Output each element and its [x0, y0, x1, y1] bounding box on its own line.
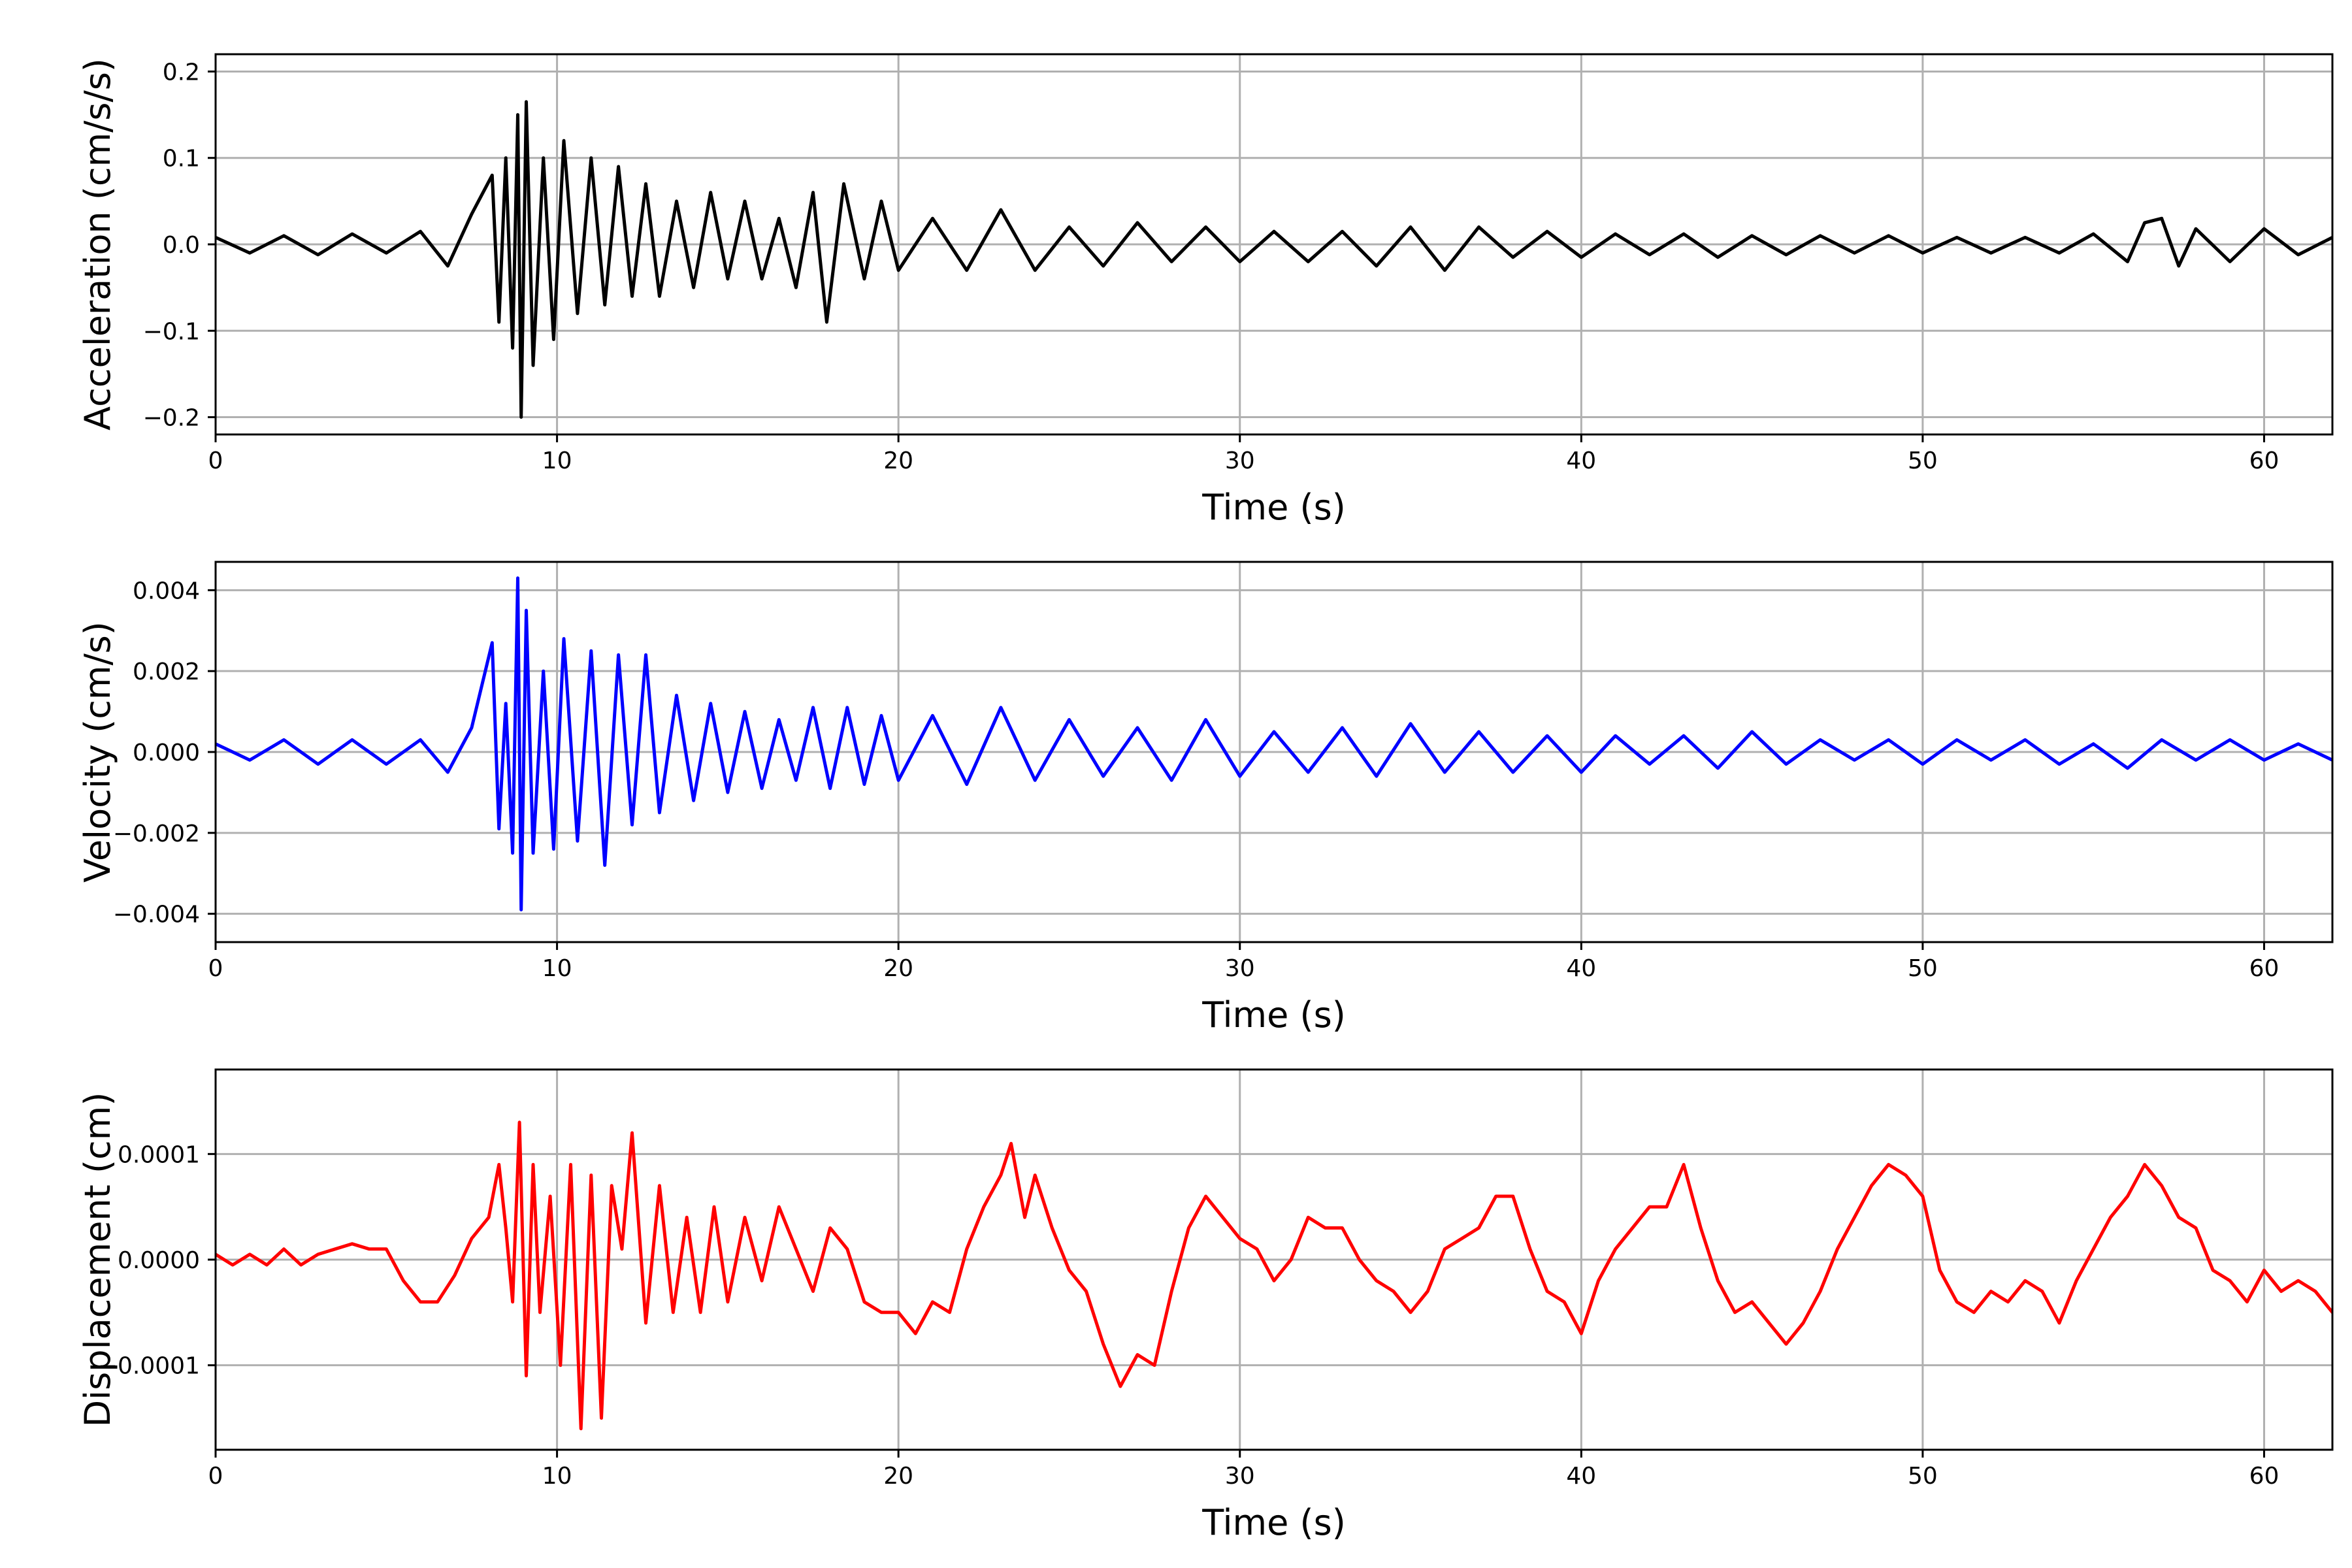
- acceleration-y-tick-label: 0.1: [163, 146, 200, 172]
- acceleration-y-tick-label: −0.1: [143, 318, 200, 345]
- displacement-x-tick-label: 20: [883, 1463, 913, 1490]
- acceleration-x-tick-label: 40: [1566, 448, 1596, 474]
- velocity-y-axis-label: Velocity (cm/s): [77, 621, 118, 883]
- velocity-y-tick-label: −0.002: [113, 821, 200, 847]
- displacement-x-tick-label: 0: [208, 1463, 223, 1490]
- velocity-x-tick-label: 10: [542, 955, 572, 982]
- acceleration-x-tick-label: 50: [1908, 448, 1938, 474]
- acceleration-y-tick-label: 0.2: [163, 59, 200, 86]
- velocity-panel: 0 10 20 30 40 50 60 −0.004 −0.002 0.000 0.002 0.004…: [77, 561, 2334, 1036]
- displacement-x-tick-label: 30: [1225, 1463, 1255, 1490]
- displacement-x-axis-label: Time (s): [1201, 1502, 1346, 1543]
- displacement-y-tick-label: −0.0001: [98, 1353, 200, 1380]
- acceleration-y-axis-label: Acceleration (cm/s/s): [77, 58, 118, 431]
- velocity-x-tick-label: 60: [2249, 955, 2279, 982]
- displacement-x-tick-label: 60: [2249, 1463, 2279, 1490]
- velocity-y-tick-label: 0.004: [133, 578, 200, 604]
- velocity-x-tick-label: 50: [1908, 955, 1938, 982]
- acceleration-x-tick-label: 10: [542, 448, 572, 474]
- displacement-x-tick-label: 40: [1566, 1463, 1596, 1490]
- displacement-y-axis-label: Displacement (cm): [77, 1092, 118, 1428]
- acceleration-ticks: 0 10 20 30 40 50 60 −0.2 −0.1 0.0 0.1 0.2: [143, 59, 2279, 474]
- velocity-x-tick-label: 20: [883, 955, 913, 982]
- velocity-x-axis-label: Time (s): [1201, 994, 1346, 1036]
- velocity-y-tick-label: −0.004: [113, 902, 200, 928]
- acceleration-x-tick-label: 0: [208, 448, 223, 474]
- acceleration-x-axis-label: Time (s): [1201, 487, 1346, 528]
- displacement-trace-group: [216, 1120, 2332, 1431]
- velocity-ticks: 0 10 20 30 40 50 60 −0.004 −0.002 0.000 0.002 0.004: [113, 578, 2279, 982]
- velocity-y-tick-label: 0.000: [133, 740, 200, 766]
- acceleration-series-line: [216, 100, 2332, 419]
- acceleration-trace-group: [216, 100, 2332, 419]
- displacement-x-tick-label: 10: [542, 1463, 572, 1490]
- displacement-x-tick-label: 50: [1908, 1463, 1938, 1490]
- acceleration-y-tick-label: −0.2: [143, 405, 200, 432]
- velocity-trace-group: [216, 576, 2332, 911]
- velocity-series-line: [216, 576, 2332, 911]
- velocity-x-tick-label: 30: [1225, 955, 1255, 982]
- displacement-panel: 0 10 20 30 40 50 60 −0.0001 0.0000 0.0001 Time (s…: [77, 1068, 2334, 1543]
- acceleration-x-tick-label: 60: [2249, 448, 2279, 474]
- acceleration-x-tick-label: 30: [1225, 448, 1255, 474]
- acceleration-panel: 0 10 20 30 40 50 60−0.2−0.10.00.10.2 Time (s) …: [77, 53, 2334, 528]
- displacement-ticks: 0 10 20 30 40 50 60 −0.0001 0.0000 0.0001: [98, 1141, 2279, 1490]
- velocity-x-tick-label: 40: [1566, 955, 1596, 982]
- acceleration-grid: [214, 54, 2332, 434]
- velocity-y-tick-label: 0.002: [133, 659, 200, 685]
- acceleration-x-tick-label: 20: [883, 448, 913, 474]
- displacement-y-tick-label: 0.0000: [118, 1247, 200, 1274]
- displacement-series-line: [216, 1120, 2332, 1431]
- acceleration-y-tick-label: 0.0: [163, 232, 200, 259]
- displacement-y-tick-label: 0.0001: [118, 1141, 200, 1168]
- velocity-x-tick-label: 0: [208, 955, 223, 982]
